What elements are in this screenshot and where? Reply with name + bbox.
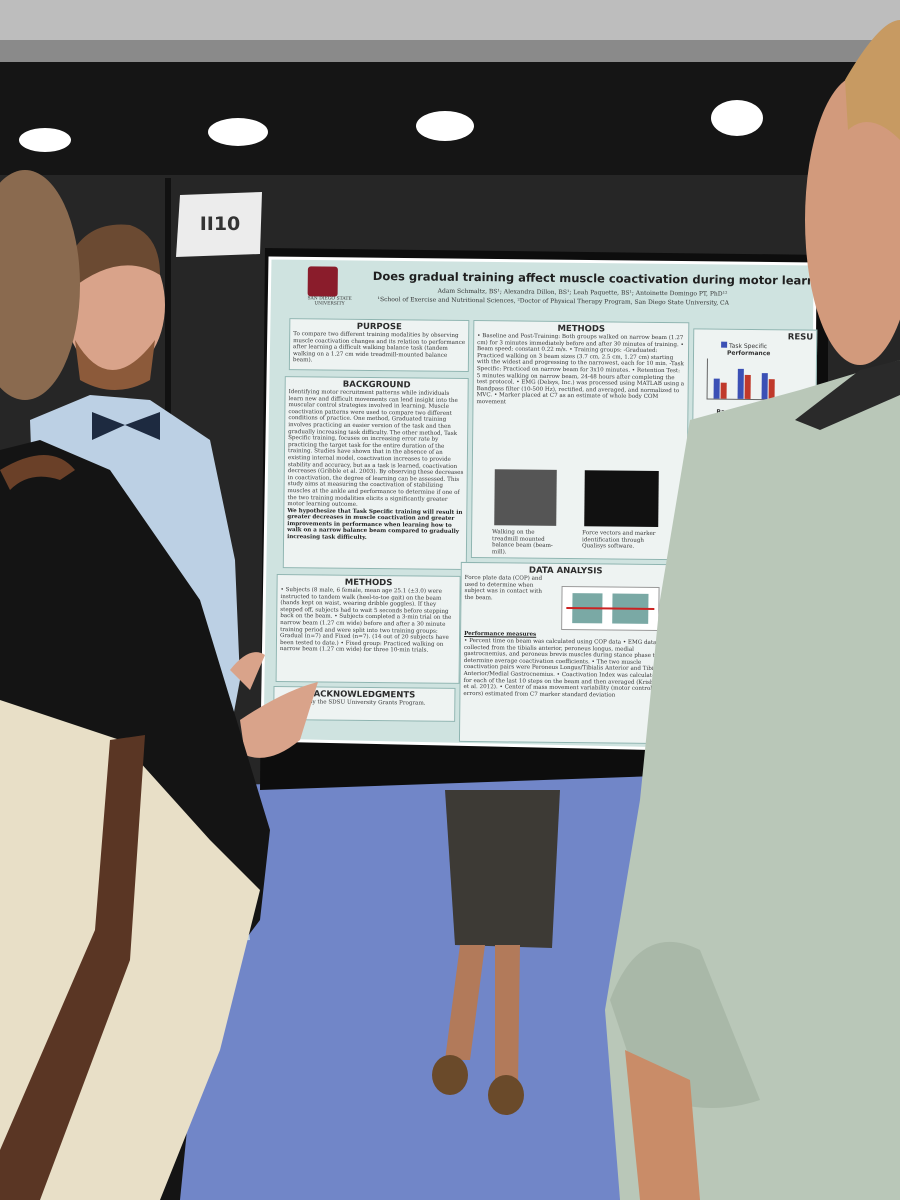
ceiling-light <box>208 118 268 146</box>
methods-box: METHODS • Subjects (8 male, 6 female, me… <box>275 574 461 684</box>
chart-title: Baseline to Retention <box>716 408 790 417</box>
university-name: SAN DIEGO STATE UNIVERSITY <box>307 296 352 307</box>
bar-chart <box>706 358 803 401</box>
university-logo <box>307 266 338 297</box>
photo-treadmill <box>494 469 557 526</box>
poster: SAN DIEGO STATE UNIVERSITY Does gradual … <box>273 258 836 756</box>
photo-qualisys <box>584 470 659 527</box>
bar-chart <box>706 418 803 440</box>
section-text: To compare two different training modali… <box>292 331 466 364</box>
purpose-box: PURPOSE To compare two different trainin… <box>288 318 470 373</box>
results-box: RESU Task Specific Performance Baseline … <box>691 328 818 540</box>
section-text: • Percent time on beam was calculated us… <box>463 637 665 699</box>
bar <box>744 375 751 400</box>
emg-plot <box>561 585 660 632</box>
section-text: Identifying motor recruitment patterns w… <box>287 389 464 508</box>
ceiling-beam-shadow <box>0 40 900 62</box>
caption: Walking on the treadmill mounted balance… <box>491 529 553 556</box>
section-heading: RESU <box>787 332 814 343</box>
booth-sign <box>176 192 262 257</box>
ceiling-light <box>416 111 474 141</box>
booth-number: II10 <box>200 213 241 235</box>
chart-title: Performance <box>726 349 771 357</box>
bar <box>761 373 768 400</box>
hypothesis: We hypothesize that Task Specific traini… <box>287 507 463 542</box>
sandal <box>488 1075 524 1115</box>
wall-post <box>165 178 171 598</box>
section-text: Supported by the SDSU University Grants … <box>277 699 426 707</box>
legend-swatch <box>721 341 728 348</box>
ceiling-light <box>19 128 71 152</box>
data-analysis-box: DATA ANALYSIS Force plate data (COP) and… <box>458 561 671 745</box>
leg <box>495 945 520 1085</box>
leg <box>445 945 485 1060</box>
methods-right-box: METHODS • Baseline and Post-Training: Bo… <box>470 320 690 561</box>
poster-title: Does gradual training affect muscle coac… <box>372 268 836 288</box>
bar <box>737 369 744 400</box>
section-text: • Subjects (8 male, 6 female, mean age 2… <box>279 587 452 654</box>
bar <box>737 420 756 433</box>
section-text: • Baseline and Post-Training: Both group… <box>476 333 685 406</box>
caption: Force vectors and marker identification … <box>581 530 656 550</box>
acknowledgments-box: ACKNOWLEDGMENTS Supported by the SDSU Un… <box>273 685 456 722</box>
skirt <box>445 790 560 948</box>
sandal <box>432 1055 468 1095</box>
bar <box>720 382 727 399</box>
bar <box>768 379 775 400</box>
background-box: BACKGROUND Identifying motor recruitment… <box>282 376 469 570</box>
ceiling-light <box>711 100 763 136</box>
bar <box>713 378 720 399</box>
section-text: Force plate data (COP) and used to deter… <box>464 574 543 602</box>
